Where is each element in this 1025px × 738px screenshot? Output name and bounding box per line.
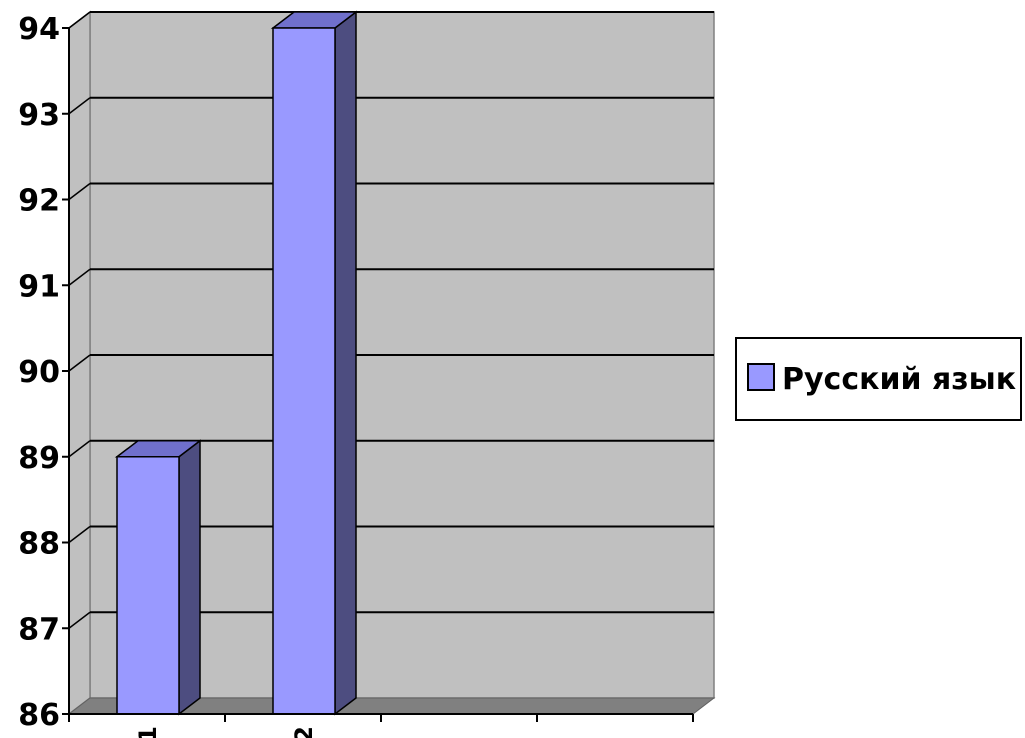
y-tick-label: 86 — [18, 698, 60, 733]
legend-swatch — [747, 363, 775, 391]
x-tick-label: 2 — [290, 726, 318, 738]
y-tick-label: 90 — [18, 355, 60, 390]
gridline-side — [68, 97, 91, 115]
y-tick-label: 94 — [18, 12, 60, 47]
bar-side — [178, 439, 201, 716]
bar — [114, 439, 203, 716]
y-axis-ticks: 86 87 88 89 90 91 92 93 94 — [18, 12, 69, 733]
legend-label: Русский язык — [782, 362, 1016, 397]
legend: Русский язык — [735, 337, 1022, 421]
bars — [114, 10, 359, 716]
gridline-side — [68, 440, 91, 458]
x-tick-label: 1 — [134, 726, 162, 738]
y-tick-label: 87 — [18, 612, 60, 647]
gridline-side — [68, 11, 91, 29]
gridline-side — [68, 268, 91, 286]
legend-box — [735, 337, 1022, 421]
bar-front — [272, 27, 336, 715]
bar-side — [334, 10, 357, 716]
bar — [270, 10, 359, 716]
y-tick-label: 93 — [18, 98, 60, 133]
y-tick-label: 92 — [18, 184, 60, 219]
y-tick-label: 88 — [18, 527, 60, 562]
y-tick-label: 91 — [18, 269, 60, 304]
gridline-side — [68, 611, 91, 629]
gridline-side — [68, 525, 91, 544]
y-tick-label: 89 — [18, 441, 60, 476]
gridline-side — [68, 354, 91, 372]
bar-front — [116, 456, 180, 715]
gridline-side — [68, 182, 91, 201]
